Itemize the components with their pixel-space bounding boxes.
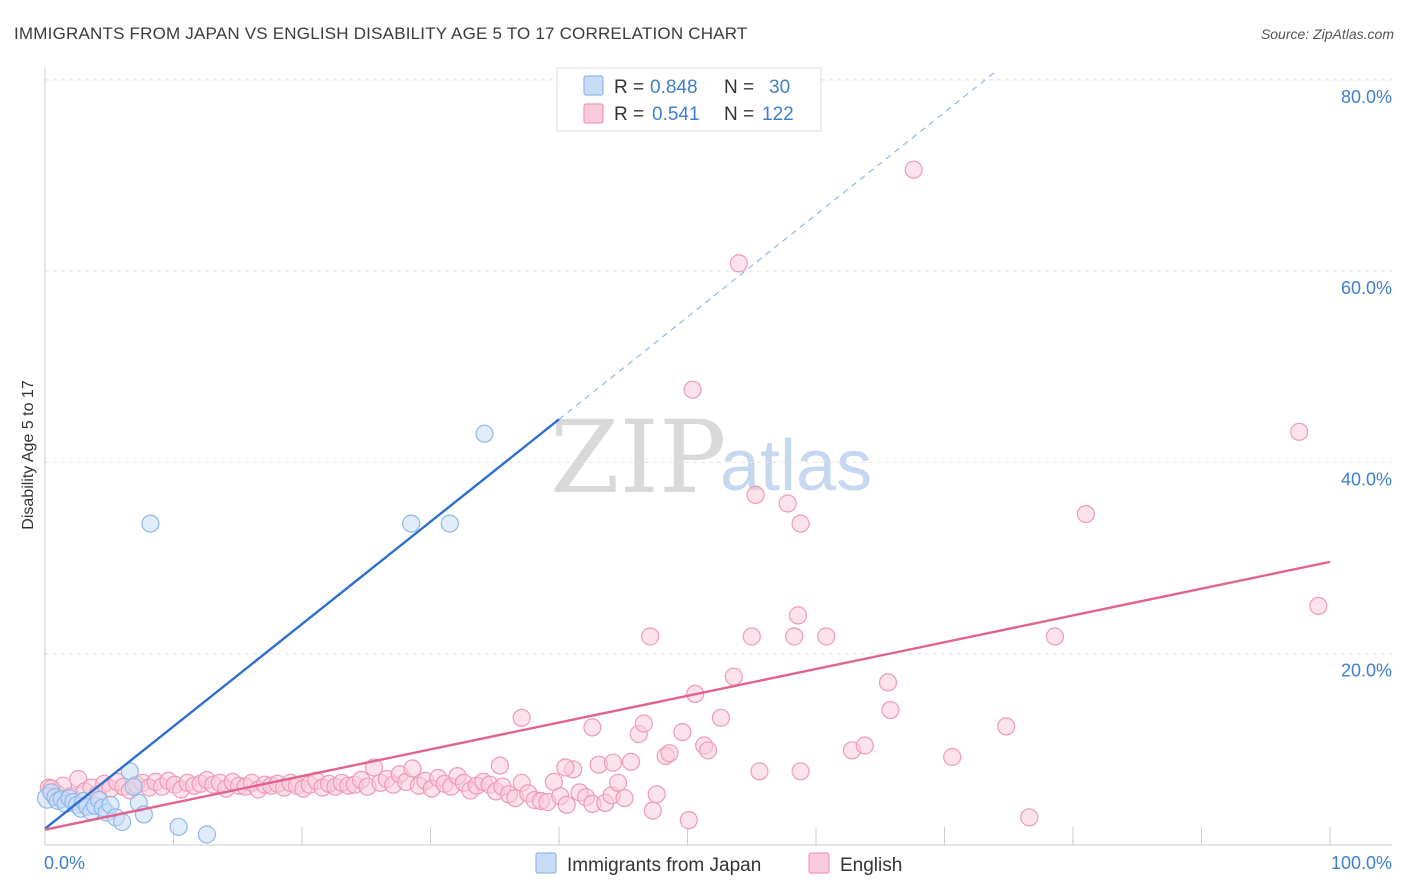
point-english-102 xyxy=(673,722,692,742)
point-english-90 xyxy=(490,756,509,775)
point-english-110 xyxy=(742,627,761,646)
point-english-124 xyxy=(881,700,900,720)
y-tick-label-1: 40.0% xyxy=(1341,469,1392,489)
watermark-zip: ZIP xyxy=(550,399,726,516)
point-english-115 xyxy=(778,494,797,513)
legend-n-value-english: 122 xyxy=(762,104,794,125)
watermark: ZIP atlas xyxy=(550,399,872,516)
point-english-118 xyxy=(788,606,808,625)
trend-line-japan xyxy=(44,418,560,830)
point-english-80 xyxy=(557,795,576,814)
point-english-109 xyxy=(750,762,769,781)
legend-swatch-english xyxy=(583,103,604,124)
point-english-114 xyxy=(746,485,765,504)
trend-line-japan-extension xyxy=(558,70,997,420)
legend-r-value-english: 0.541 xyxy=(652,104,700,125)
point-english-88 xyxy=(608,773,628,792)
point-english-120 xyxy=(791,762,810,781)
watermark-atlas: atlas xyxy=(720,426,872,506)
point-japan-21 xyxy=(124,777,143,796)
y-tick-label-3: 80.0% xyxy=(1341,87,1392,107)
grid-lines xyxy=(45,79,1392,655)
legend: R = 0.848 N = 30 R = 0.541 N = 122 xyxy=(556,67,822,132)
trend-line-english xyxy=(44,560,1331,831)
chart-source: Source: ZipAtlas.com xyxy=(1261,26,1394,42)
point-english-122 xyxy=(855,736,874,755)
point-japan-27 xyxy=(475,424,494,443)
legend-n-label-english: N = xyxy=(724,104,754,125)
point-english-92 xyxy=(556,758,575,777)
point-english-106 xyxy=(698,741,718,760)
point-english-91 xyxy=(512,708,531,727)
point-japan-26 xyxy=(197,825,216,844)
axes xyxy=(44,68,1392,846)
point-english-111 xyxy=(641,627,660,646)
point-english-103 xyxy=(679,810,698,830)
y-tick-label-2: 60.0% xyxy=(1341,278,1392,298)
x-tick-labels: 0.0% 100.0% xyxy=(44,853,1392,873)
legend-r-label-english: R = xyxy=(614,104,644,125)
point-japan-28 xyxy=(402,514,421,533)
point-english-89 xyxy=(615,788,634,808)
point-english-125 xyxy=(904,160,923,179)
point-english-127 xyxy=(997,717,1016,736)
legend-r-label-japan: R = xyxy=(614,77,644,98)
point-english-112 xyxy=(729,254,749,273)
legend-r-value-japan: 0.848 xyxy=(650,77,698,98)
point-english-95 xyxy=(621,752,641,771)
bottom-legend-swatch-japan xyxy=(535,852,557,874)
x-tick-label-max: 100.0% xyxy=(1331,853,1392,873)
y-tick-labels: 20.0% 40.0% 60.0% 80.0% xyxy=(1341,87,1392,681)
bottom-legend-label-english: English xyxy=(840,855,902,876)
point-english-56 xyxy=(403,759,422,778)
point-english-119 xyxy=(817,627,836,646)
point-english-94 xyxy=(603,753,623,772)
point-english-130 xyxy=(1076,504,1096,524)
point-english-132 xyxy=(1309,596,1328,616)
point-english-93 xyxy=(583,718,602,737)
legend-n-value-japan: 30 xyxy=(769,77,790,98)
legend-n-label-japan: N = xyxy=(724,77,754,98)
legend-swatch-japan xyxy=(583,75,604,96)
point-english-101 xyxy=(660,744,679,763)
point-english-97 xyxy=(634,714,653,733)
bottom-legend-swatch-english xyxy=(808,852,830,874)
point-english-50 xyxy=(364,758,384,777)
point-japan-25 xyxy=(169,817,188,836)
chart-title: IMMIGRANTS FROM JAPAN VS ENGLISH DISABIL… xyxy=(14,24,747,43)
point-english-126 xyxy=(943,747,962,767)
point-english-128 xyxy=(1020,808,1039,827)
point-english-129 xyxy=(1045,627,1065,646)
x-tick-label-min: 0.0% xyxy=(44,853,85,873)
point-english-113 xyxy=(683,380,702,399)
trend-lines xyxy=(44,70,1331,831)
point-english-116 xyxy=(791,514,810,533)
bottom-legend-label-japan: Immigrants from Japan xyxy=(567,855,761,876)
point-japan-29 xyxy=(440,514,459,533)
point-english-123 xyxy=(878,673,898,692)
point-english-107 xyxy=(711,708,731,727)
point-english-117 xyxy=(785,627,804,646)
bottom-legend: Immigrants from Japan English xyxy=(535,852,902,876)
point-english-98 xyxy=(643,801,662,820)
y-tick-label-0: 20.0% xyxy=(1341,661,1392,681)
point-japan-24 xyxy=(141,514,160,533)
y-axis-label: Disability Age 5 to 17 xyxy=(20,380,37,530)
point-english-131 xyxy=(1290,422,1309,441)
point-english-108 xyxy=(724,667,743,686)
point-english-99 xyxy=(647,785,666,804)
